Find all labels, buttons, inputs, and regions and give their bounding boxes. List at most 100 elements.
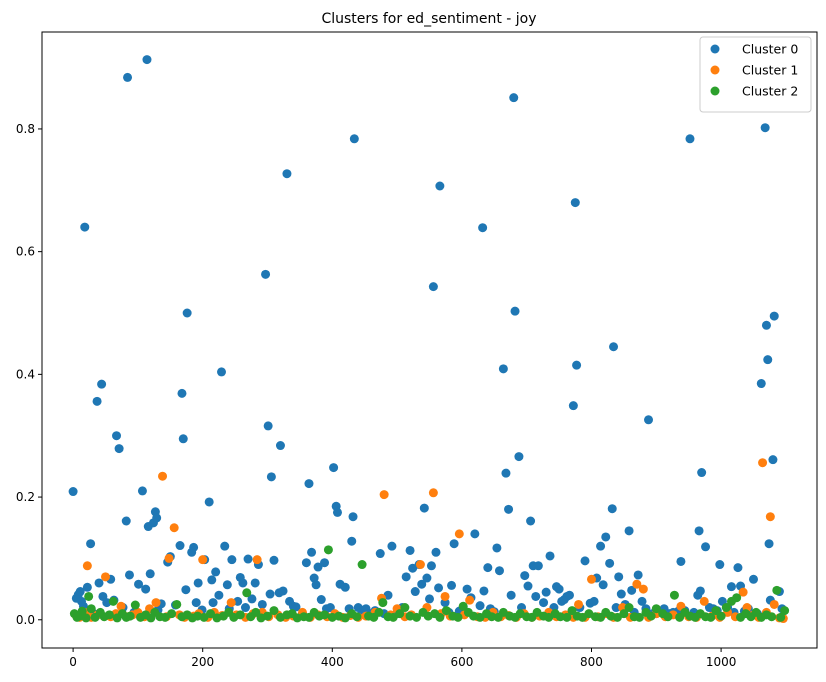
data-point — [340, 613, 350, 623]
data-point — [733, 563, 743, 573]
data-point — [651, 604, 661, 614]
data-point — [614, 572, 624, 582]
data-point — [498, 364, 508, 374]
data-point — [252, 555, 262, 565]
data-point — [320, 558, 330, 568]
data-point — [207, 575, 217, 585]
data-point — [440, 591, 450, 601]
data-point — [151, 598, 161, 608]
data-point — [580, 556, 590, 566]
data-point — [685, 134, 695, 144]
data-point — [263, 611, 273, 621]
data-point — [243, 554, 253, 564]
x-tick-label: 0 — [69, 655, 77, 669]
data-point — [422, 573, 432, 583]
data-point — [458, 601, 468, 611]
plot-frame — [41, 31, 818, 649]
data-point — [82, 561, 92, 571]
legend-marker — [710, 44, 720, 54]
data-point — [426, 561, 436, 571]
data-point — [101, 572, 111, 582]
data-point — [419, 503, 429, 513]
data-point — [767, 612, 777, 622]
data-point — [130, 600, 140, 610]
data-point — [261, 269, 271, 279]
data-point — [158, 471, 168, 481]
legend-marker — [710, 65, 720, 75]
data-point — [462, 584, 472, 594]
data-point — [453, 612, 463, 622]
data-point — [441, 606, 451, 616]
data-point — [634, 612, 644, 622]
data-point — [211, 567, 221, 577]
data-point — [240, 603, 250, 613]
data-point — [405, 545, 415, 555]
data-point — [431, 547, 441, 557]
data-point — [347, 536, 357, 546]
data-point — [694, 526, 704, 536]
data-point — [316, 595, 326, 605]
data-point — [589, 596, 599, 606]
data-point — [169, 523, 179, 533]
data-point — [379, 490, 389, 500]
legend-marker — [710, 86, 720, 96]
data-point — [340, 582, 350, 592]
data-point — [428, 282, 438, 292]
data-point — [520, 571, 530, 581]
data-point — [425, 594, 434, 604]
y-tick-label: 0.2 — [16, 490, 35, 504]
legend-label: Cluster 0 — [742, 42, 798, 57]
data-point — [320, 610, 330, 620]
data-point — [609, 342, 619, 352]
x-tick-label: 200 — [191, 655, 214, 669]
data-point — [121, 516, 131, 526]
legend-label: Cluster 1 — [742, 63, 798, 78]
data-point — [607, 504, 617, 514]
data-point — [332, 507, 342, 517]
data-point — [475, 601, 485, 611]
data-point — [669, 590, 679, 600]
data-point — [400, 603, 410, 613]
data-point — [605, 558, 615, 568]
data-point — [142, 55, 152, 65]
data-point — [758, 458, 768, 468]
data-point — [447, 580, 457, 590]
data-point — [352, 612, 362, 622]
data-point — [375, 549, 385, 559]
data-point — [387, 541, 397, 551]
data-point — [86, 604, 96, 614]
data-point — [357, 560, 367, 570]
data-point — [275, 441, 285, 451]
data-point — [75, 587, 85, 597]
data-point — [378, 598, 388, 608]
data-point — [134, 579, 144, 589]
data-point — [531, 591, 541, 601]
data-point — [699, 596, 709, 606]
data-point — [721, 603, 731, 613]
data-point — [182, 308, 192, 318]
data-point — [301, 558, 311, 568]
x-axis: 0 200 400 600 800 1000 — [69, 648, 736, 669]
data-point — [410, 587, 420, 597]
data-point — [715, 560, 725, 570]
data-point — [124, 570, 134, 580]
data-point — [428, 488, 438, 498]
data-point — [152, 513, 162, 523]
data-point — [304, 479, 314, 489]
y-tick-label: 0.8 — [16, 122, 35, 136]
data-point — [492, 543, 502, 553]
data-point — [479, 586, 489, 596]
data-point — [97, 379, 107, 389]
y-tick-label: 0.0 — [16, 613, 35, 627]
data-point — [415, 560, 425, 570]
data-point — [189, 542, 199, 552]
data-point — [175, 541, 185, 551]
data-point — [716, 611, 726, 621]
data-point — [506, 590, 516, 600]
data-point — [760, 123, 770, 133]
data-point — [80, 222, 90, 232]
data-point — [181, 585, 191, 595]
data-point — [765, 512, 775, 522]
data-point — [638, 584, 648, 594]
data-point — [68, 487, 78, 497]
